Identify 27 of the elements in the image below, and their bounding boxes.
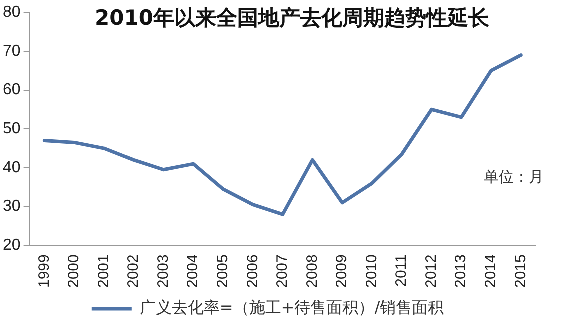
x-tick-label: 2002 <box>125 254 142 288</box>
x-tick-label: 2005 <box>214 254 232 288</box>
x-tick-label: 2010 <box>363 254 380 288</box>
x-tick-label: 2004 <box>184 254 202 288</box>
x-tick-label: 2011 <box>393 254 410 287</box>
x-tick-label: 2008 <box>304 254 321 288</box>
chart-title: 2010年以来全国地产去化周期趋势性延长 <box>95 5 490 32</box>
y-tick-label: 60 <box>3 82 21 99</box>
x-tick-label: 2013 <box>452 254 470 288</box>
y-tick-label: 70 <box>3 42 21 60</box>
x-tick-label: 2001 <box>95 254 112 288</box>
x-tick-label: 2014 <box>482 254 500 288</box>
legend-label: 广义去化率=（施工+待售面积）/销售面积 <box>140 298 444 318</box>
x-tick-label: 2007 <box>274 254 292 288</box>
y-tick-label: 20 <box>3 237 21 254</box>
x-tick-label: 2012 <box>422 254 440 288</box>
annotation: 单位：月 <box>484 168 544 187</box>
x-tick-label: 2015 <box>512 254 530 288</box>
x-tick-label: 2003 <box>154 254 172 288</box>
y-tick-label: 80 <box>3 4 21 22</box>
y-tick-label: 50 <box>3 120 21 138</box>
y-tick-label: 30 <box>3 198 21 216</box>
x-tick-label: 1999 <box>36 254 53 288</box>
y-tick-label: 40 <box>3 159 21 176</box>
x-tick-label: 2009 <box>334 254 351 288</box>
x-tick-label: 2000 <box>66 254 83 288</box>
x-tick-label: 2006 <box>244 254 262 288</box>
